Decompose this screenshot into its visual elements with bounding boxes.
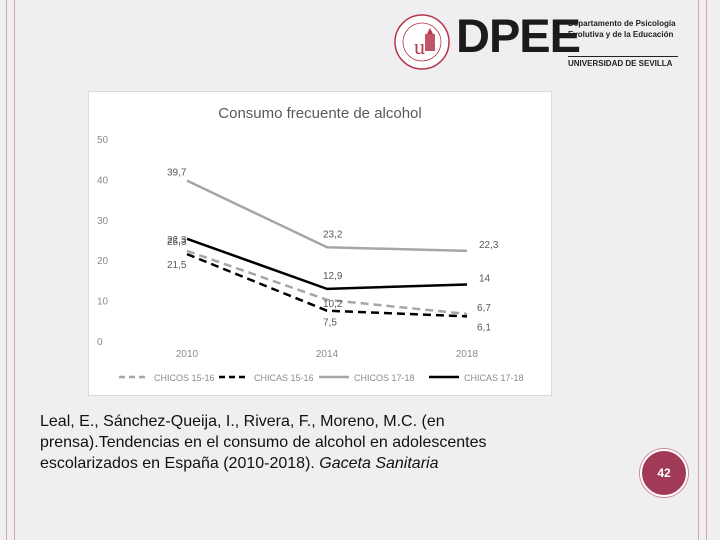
page-number-badge: 42 [640,449,688,497]
department-name: Departamento de Psicología Evolutiva y d… [568,18,676,40]
citation-journal: Gaceta Sanitaria [319,455,439,472]
legend-label: CHICAS 15-16 [254,373,314,383]
legend-label: CHICOS 17-18 [354,373,415,383]
data-label: 39,7 [167,168,187,179]
left-rail-line [14,0,15,540]
x-tick-label: 2018 [456,349,479,360]
chart-container: Consumo frecuente de alcohol 0 10 20 30 40 50 2… [88,91,552,396]
y-tick-label: 0 [97,337,103,348]
department-line-2: Evolutiva y de la Educación [568,30,674,39]
data-label: 23,2 [323,229,343,240]
series-line-chicos-15-16 [186,249,468,316]
citation: Leal, E., Sánchez-Queija, I., Rivera, F.… [40,411,560,474]
brand-logo: DPEE [456,9,581,62]
y-tick-label: 10 [97,297,109,308]
right-rail-line [706,0,707,540]
y-tick-label: 40 [97,175,109,186]
series-line-chicas-17-18 [186,237,468,291]
y-tick-label: 20 [97,256,109,267]
department-line-1: Departamento de Psicología [568,19,676,28]
x-tick-label: 2014 [316,349,339,360]
y-tick-label: 30 [97,216,109,227]
data-label: 6,1 [477,322,491,333]
series-line-chicos-17-18 [186,179,468,253]
data-label: 6,7 [477,303,491,314]
data-label: 25,3 [167,237,187,248]
legend-label: CHICOS 15-16 [154,373,215,383]
line-chart: Consumo frecuente de alcohol 0 10 20 30 40 50 2… [97,105,524,383]
legend-label: CHICAS 17-18 [464,373,524,383]
y-tick-label: 50 [97,135,109,146]
data-label: 22,3 [479,240,499,251]
data-label: 14 [479,273,491,284]
left-rail-line [6,0,7,540]
data-label: 21,5 [167,260,187,271]
data-label: 22,3 [167,235,187,246]
data-label: 12,9 [323,271,343,282]
data-label: 10,2 [323,299,343,310]
university-seal-logo: u [394,14,450,70]
svg-text:u: u [414,34,425,59]
series-line-chicas-15-16 [186,252,468,318]
chart-title: Consumo frecuente de alcohol [218,105,421,122]
x-tick-label: 2010 [176,349,199,360]
citation-text: Leal, E., Sánchez-Queija, I., Rivera, F.… [40,413,487,472]
university-name: UNIVERSIDAD DE SEVILLA [568,56,678,68]
data-label: 7,5 [323,318,337,329]
right-rail-line [698,0,699,540]
